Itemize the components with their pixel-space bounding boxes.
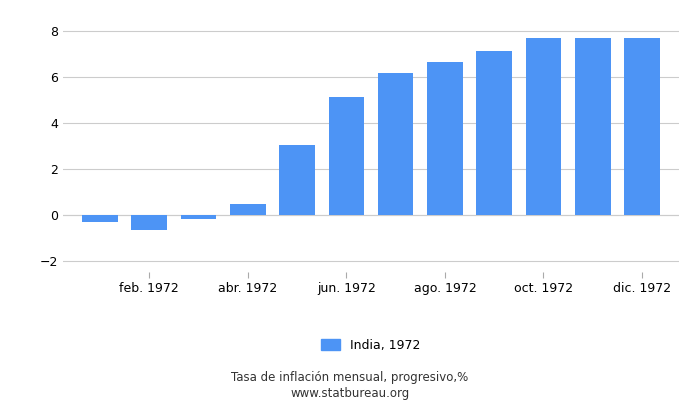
Legend: India, 1972: India, 1972 xyxy=(316,334,426,357)
Text: Tasa de inflación mensual, progresivo,%: Tasa de inflación mensual, progresivo,% xyxy=(232,372,468,384)
Bar xyxy=(378,73,414,215)
Bar xyxy=(624,38,660,215)
Bar xyxy=(526,38,561,215)
Bar xyxy=(230,204,265,215)
Bar xyxy=(181,215,216,219)
Text: www.statbureau.org: www.statbureau.org xyxy=(290,388,410,400)
Bar xyxy=(279,145,315,215)
Bar xyxy=(328,97,364,215)
Bar xyxy=(575,38,610,215)
Bar xyxy=(132,215,167,230)
Bar xyxy=(427,62,463,215)
Bar xyxy=(82,215,118,222)
Bar xyxy=(477,51,512,215)
